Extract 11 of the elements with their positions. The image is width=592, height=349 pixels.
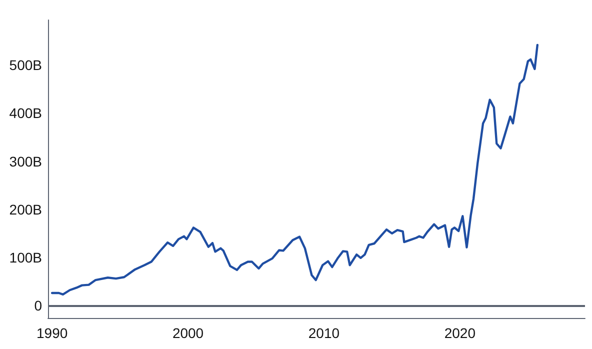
x-tick-label: 2010 xyxy=(308,325,340,341)
y-tick-label: 400B xyxy=(9,105,42,122)
y-tick-label: 0 xyxy=(34,298,42,314)
y-tick-label: 300B xyxy=(9,153,42,170)
x-tick-label: 2020 xyxy=(444,325,476,341)
y-tick-label: 500B xyxy=(9,57,42,74)
y-tick-label: 100B xyxy=(9,249,42,266)
line-series xyxy=(50,44,539,296)
y-tick-label: 200B xyxy=(9,201,42,218)
x-tick-label: 1990 xyxy=(36,325,68,341)
x-tick-label: 2000 xyxy=(172,325,204,341)
